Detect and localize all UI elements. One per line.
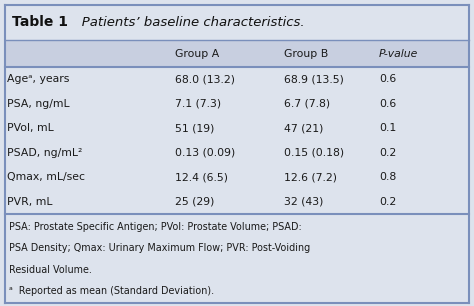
Text: 0.15 (0.18): 0.15 (0.18) <box>284 148 345 158</box>
Bar <box>5 165 469 190</box>
Text: Group A: Group A <box>175 49 219 59</box>
Text: Residual Volume.: Residual Volume. <box>9 265 92 275</box>
Text: 0.2: 0.2 <box>379 148 396 158</box>
Text: PVol, mL: PVol, mL <box>7 123 54 133</box>
Text: 68.0 (13.2): 68.0 (13.2) <box>175 74 236 84</box>
Bar <box>5 141 469 165</box>
Text: 0.6: 0.6 <box>379 99 396 109</box>
Text: Ageᵃ, years: Ageᵃ, years <box>7 74 70 84</box>
Text: 25 (29): 25 (29) <box>175 197 215 207</box>
Text: 32 (43): 32 (43) <box>284 197 324 207</box>
Text: Qmax, mL/sec: Qmax, mL/sec <box>7 172 85 182</box>
Bar <box>5 67 469 92</box>
Text: 7.1 (7.3): 7.1 (7.3) <box>175 99 221 109</box>
Text: PSA, ng/mL: PSA, ng/mL <box>7 99 70 109</box>
Text: Group B: Group B <box>284 49 328 59</box>
Bar <box>5 116 469 141</box>
Bar <box>5 40 469 67</box>
Text: Table 1: Table 1 <box>12 16 68 29</box>
Text: 0.8: 0.8 <box>379 172 396 182</box>
Bar <box>5 5 469 40</box>
Text: 0.13 (0.09): 0.13 (0.09) <box>175 148 236 158</box>
Text: 12.4 (6.5): 12.4 (6.5) <box>175 172 228 182</box>
Text: 6.7 (7.8): 6.7 (7.8) <box>284 99 330 109</box>
Text: 0.1: 0.1 <box>379 123 396 133</box>
Text: 47 (21): 47 (21) <box>284 123 324 133</box>
Text: PSA Density; Qmax: Urinary Maximum Flow; PVR: Post-Voiding: PSA Density; Qmax: Urinary Maximum Flow;… <box>9 243 311 253</box>
Text: 68.9 (13.5): 68.9 (13.5) <box>284 74 344 84</box>
Text: Patients’ baseline characteristics.: Patients’ baseline characteristics. <box>69 16 304 29</box>
Text: ᵃ  Reported as mean (Standard Deviation).: ᵃ Reported as mean (Standard Deviation). <box>9 286 215 297</box>
Text: 12.6 (7.2): 12.6 (7.2) <box>284 172 337 182</box>
Text: 51 (19): 51 (19) <box>175 123 215 133</box>
Text: 0.2: 0.2 <box>379 197 396 207</box>
Bar <box>5 92 469 116</box>
Text: PSA: Prostate Specific Antigen; PVol: Prostate Volume; PSAD:: PSA: Prostate Specific Antigen; PVol: Pr… <box>9 222 302 232</box>
Text: 0.6: 0.6 <box>379 74 396 84</box>
Text: PVR, mL: PVR, mL <box>7 197 53 207</box>
Text: PSAD, ng/mL²: PSAD, ng/mL² <box>7 148 82 158</box>
Text: P-value: P-value <box>379 49 419 59</box>
Bar <box>5 189 469 214</box>
